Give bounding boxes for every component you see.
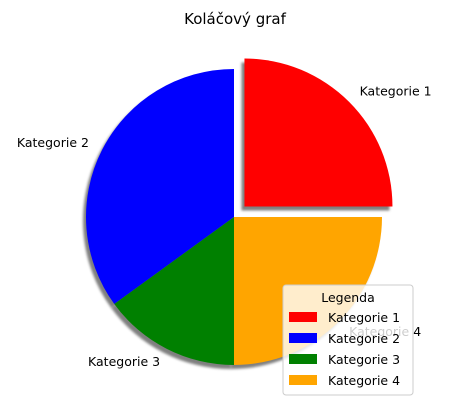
pie-slice-kategorie-1 (244, 58, 393, 207)
legend-label-kategorie-3: Kategorie 3 (328, 352, 400, 367)
legend-swatch-kategorie-4 (289, 375, 317, 385)
legend-swatch-kategorie-3 (289, 354, 317, 364)
legend-label-kategorie-1: Kategorie 1 (328, 310, 400, 325)
pie-slices (86, 58, 393, 365)
legend-label-kategorie-4: Kategorie 4 (328, 373, 400, 388)
legend-swatch-kategorie-2 (289, 333, 317, 343)
pie-slice-kategorie-3 (114, 217, 234, 365)
legend-swatch-kategorie-1 (289, 312, 317, 322)
legend-title: Legenda (321, 290, 375, 305)
pie-slice-kategorie-2 (86, 69, 234, 304)
slice-label-kategorie-1: Kategorie 1 (360, 83, 432, 98)
slice-label-kategorie-2: Kategorie 2 (17, 135, 89, 150)
legend-items: Kategorie 1 Kategorie 2 Kategorie 3 Kategor… (289, 310, 400, 388)
slice-label-kategorie-3: Kategorie 3 (88, 354, 160, 369)
legend-label-kategorie-2: Kategorie 2 (328, 331, 400, 346)
chart-title: Koláčový graf (184, 10, 286, 28)
